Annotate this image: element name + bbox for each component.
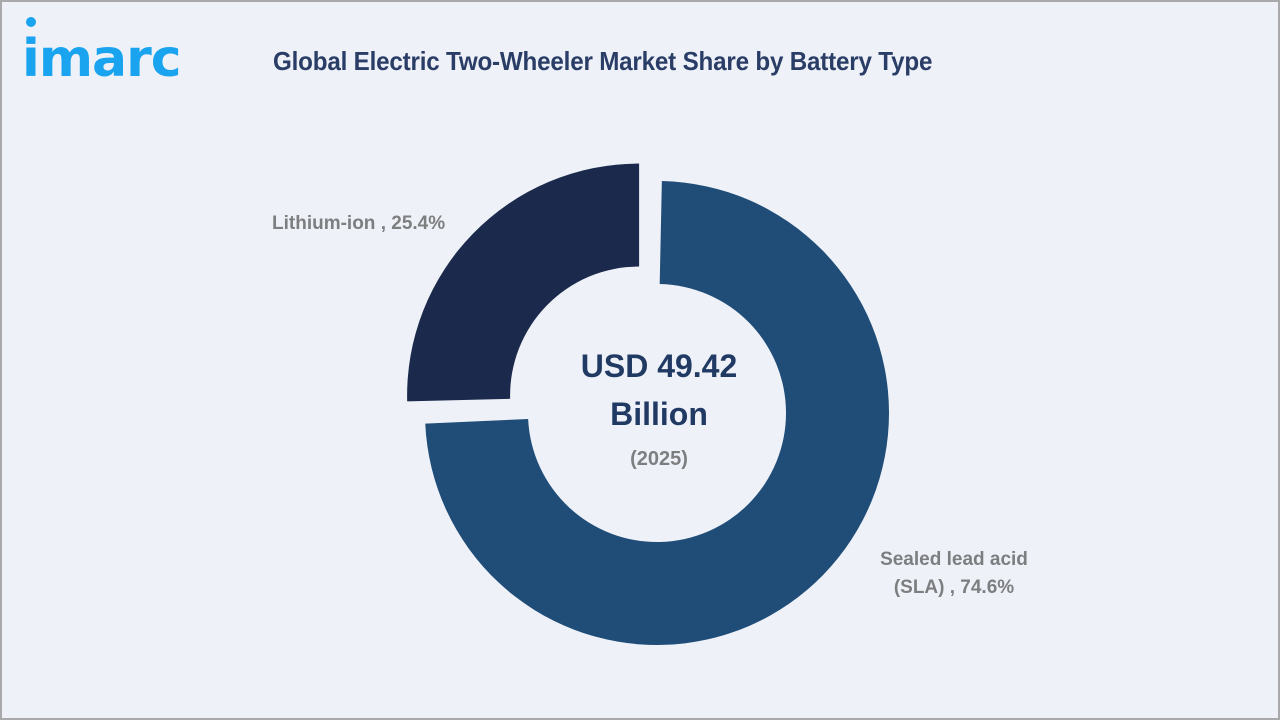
svg-text:imarc: imarc [22,29,181,84]
imarc-logo: imarc [22,17,182,84]
market-size-unit: Billion [610,396,708,432]
sla-label-line2: (SLA) , 74.6% [893,577,1015,598]
market-size-year: (2025) [630,448,688,470]
donut-slice-sla[interactable] [425,181,889,645]
market-size-amount: USD 49.42 [580,348,738,384]
market-size-value: USD 49.42 Billion [542,342,776,438]
donut-slice-lithium-ion[interactable] [407,163,640,402]
lithium-ion-data-label: Lithium-ion , 25.4% [272,213,446,234]
chart-title: Global Electric Two-Wheeler Market Share… [273,46,933,76]
sla-data-label: Sealed lead acid (SLA) , 74.6% [860,546,1048,602]
sla-label-line1: Sealed lead acid [880,549,1028,570]
